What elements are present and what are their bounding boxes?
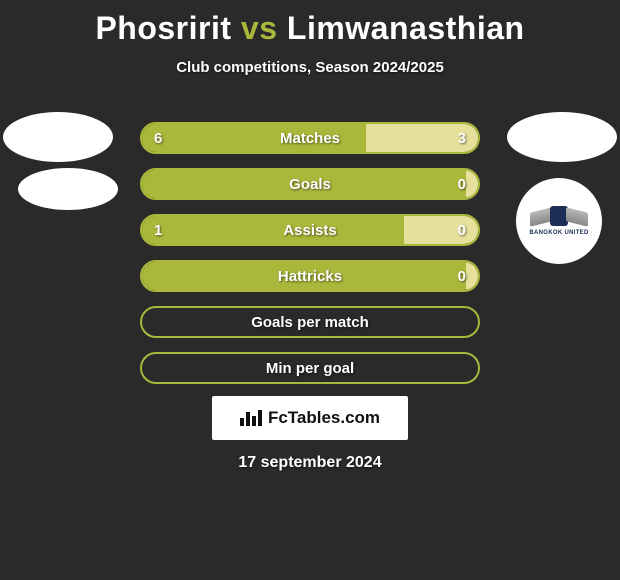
bar-chart-icon: [240, 410, 262, 426]
stat-value-right: 0: [458, 268, 466, 285]
brand-text: FcTables.com: [268, 408, 380, 428]
player1-name: Phosririt: [95, 10, 231, 46]
stat-bar: Min per goal: [140, 352, 480, 384]
vs-separator: vs: [241, 10, 278, 46]
brand-badge: FcTables.com: [212, 396, 408, 440]
stats-bars: 63Matches0Goals10Assists0HattricksGoals …: [140, 122, 480, 398]
stat-value-right: 0: [458, 222, 466, 239]
subtitle: Club competitions, Season 2024/2025: [0, 59, 620, 76]
stat-value-left: 1: [154, 222, 162, 239]
comparison-title: Phosririt vs Limwanasthian: [0, 0, 620, 47]
player2-name: Limwanasthian: [287, 10, 525, 46]
stat-bar: 0Hattricks: [140, 260, 480, 292]
team-logo-left-2: [18, 168, 118, 210]
stat-bar: 10Assists: [140, 214, 480, 246]
team-logo-left-1: [3, 112, 113, 162]
stat-bar: 63Matches: [140, 122, 480, 154]
badge-name: BANGKOK UNITED: [529, 230, 588, 236]
stat-value-right: 0: [458, 176, 466, 193]
stat-value-left: 6: [154, 130, 162, 147]
team-badge-right: BANGKOK UNITED: [516, 178, 602, 264]
date-label: 17 september 2024: [0, 454, 620, 472]
team-logo-right-1: [507, 112, 617, 162]
badge-wings-icon: [530, 206, 588, 228]
stat-bar: Goals per match: [140, 306, 480, 338]
stat-value-right: 3: [458, 130, 466, 147]
stat-bar: 0Goals: [140, 168, 480, 200]
